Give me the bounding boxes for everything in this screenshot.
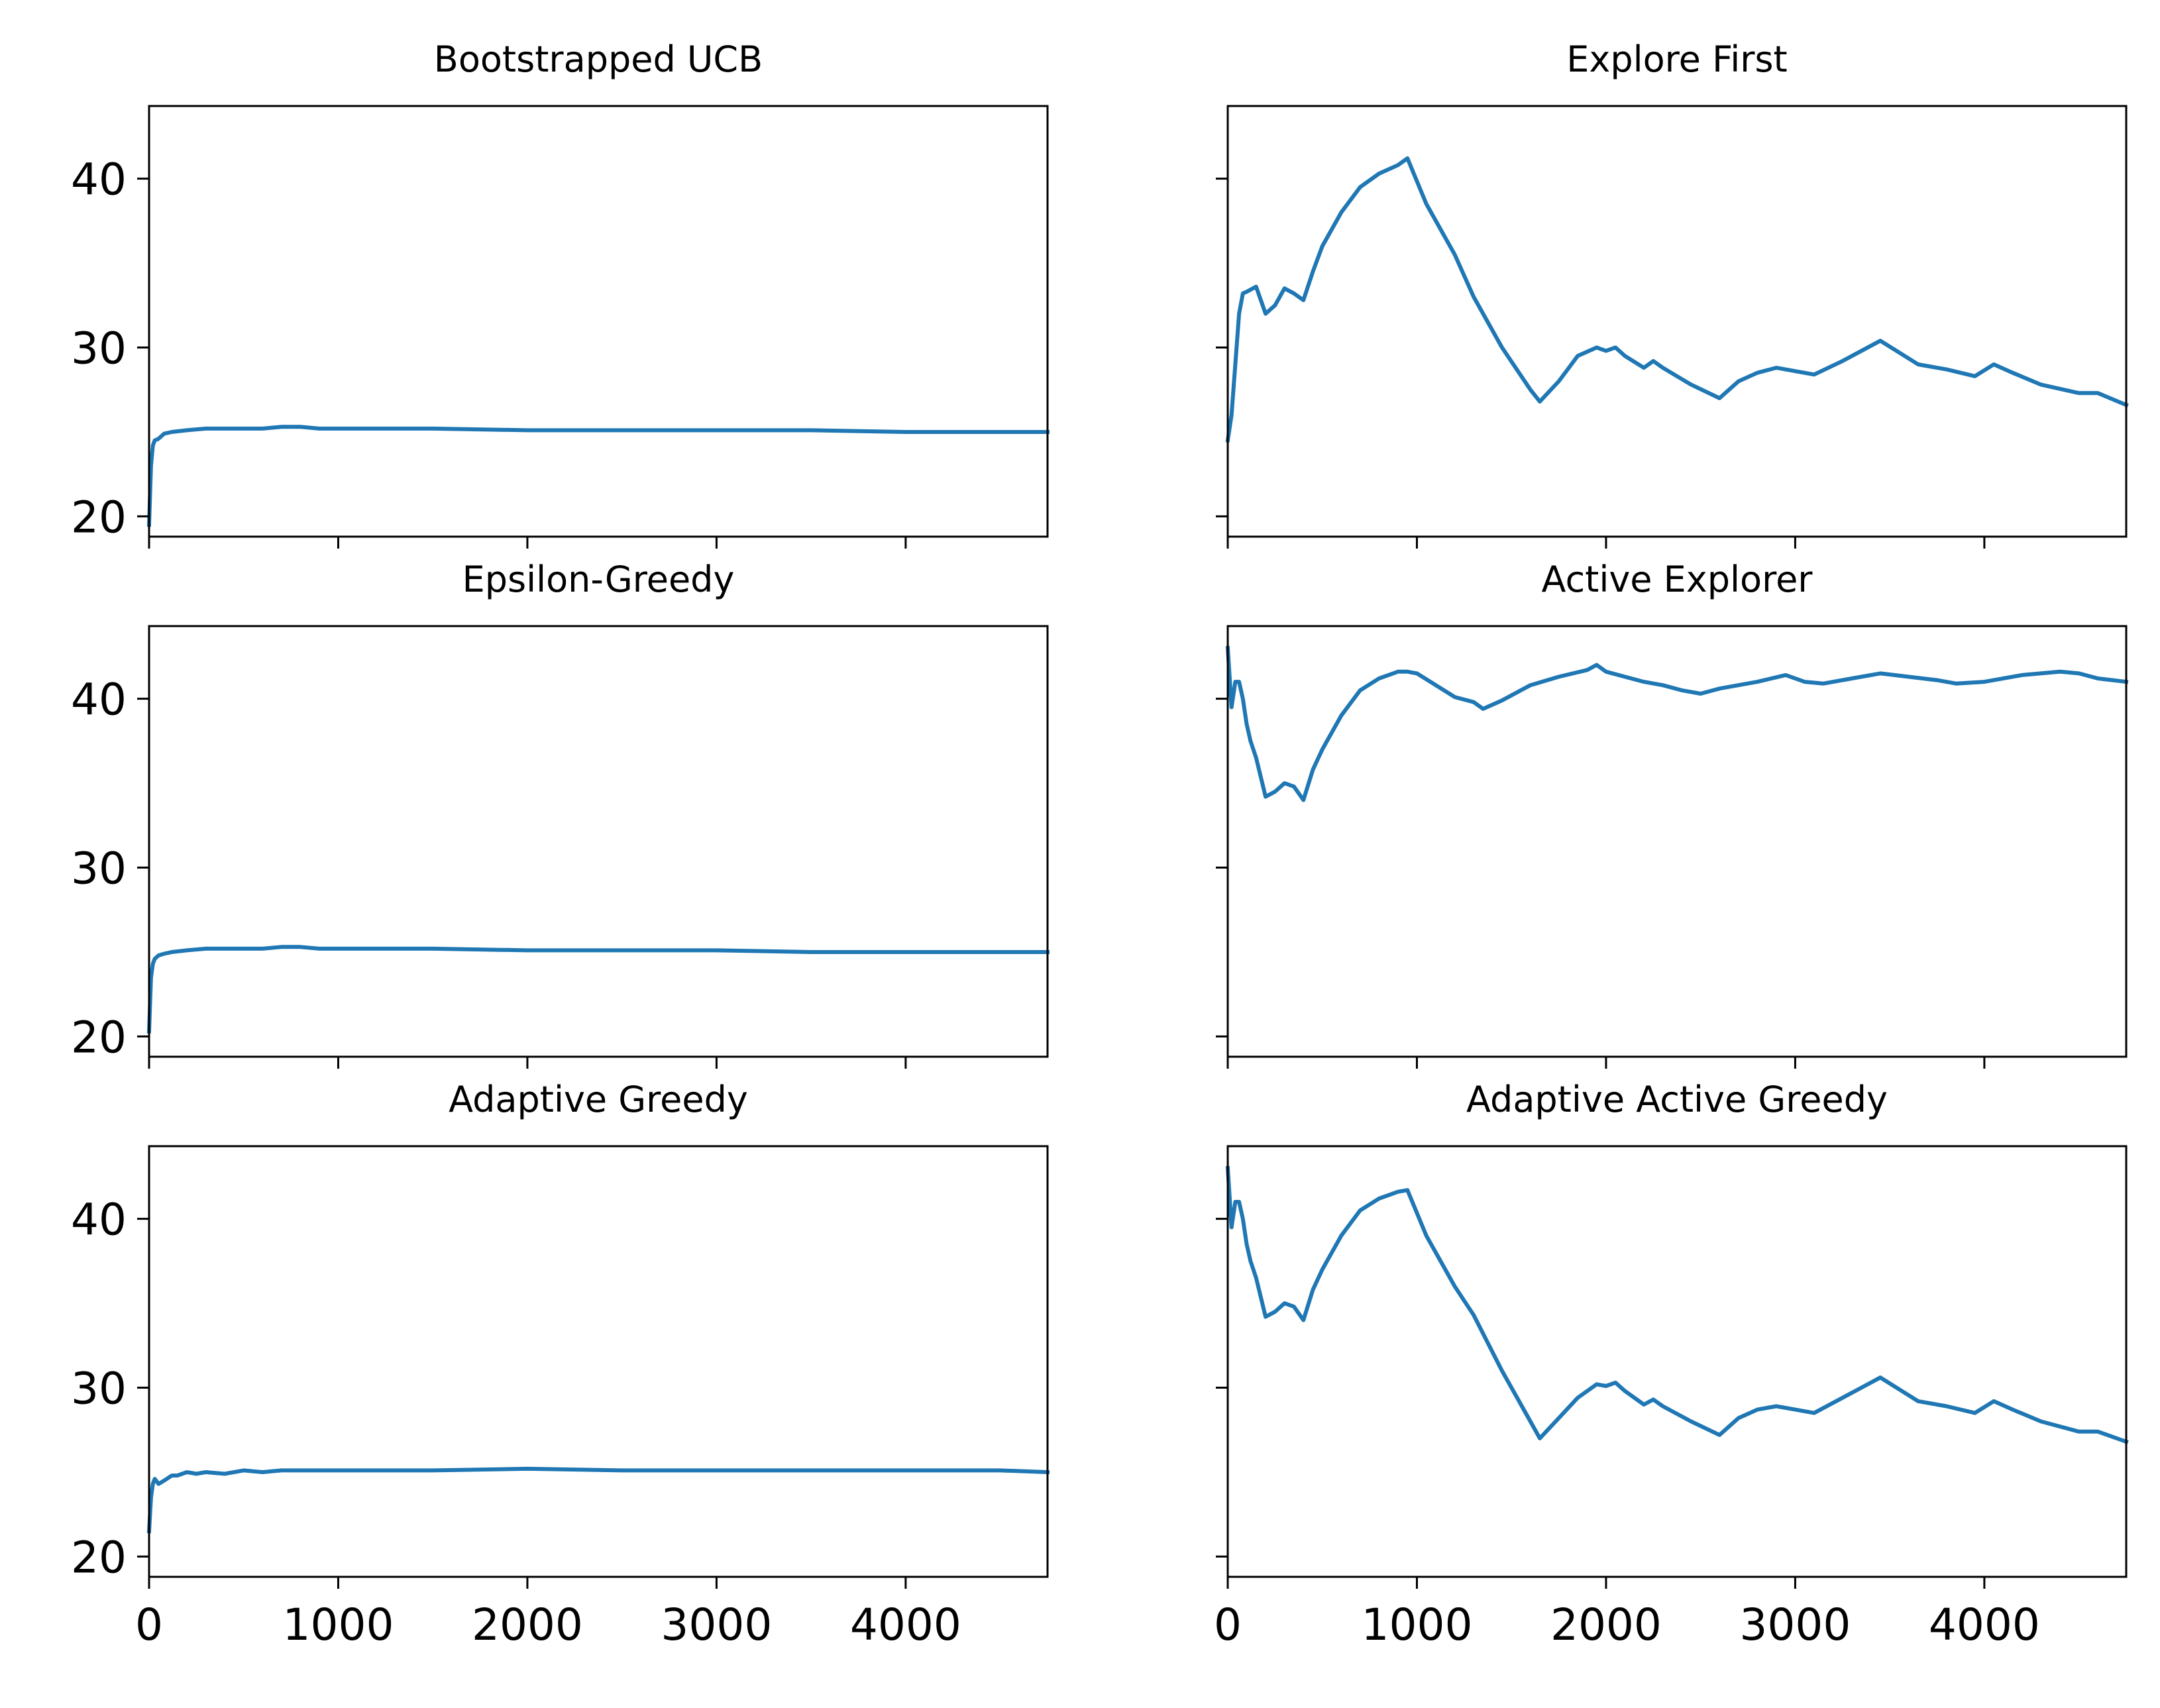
x-tick-label: 3000 bbox=[661, 1599, 772, 1650]
series-line bbox=[1225, 645, 2129, 802]
subplot-title: Adaptive Greedy bbox=[449, 1079, 748, 1120]
subplot-5: Adaptive Greedy 20 30 40 0 1000 2000 3000 4000 bbox=[71, 1079, 1050, 1650]
axes-frame bbox=[1226, 625, 2128, 1058]
x-tick-label: 4000 bbox=[1929, 1599, 2040, 1650]
axes-frame bbox=[1226, 1145, 2128, 1578]
y-tick-label: 30 bbox=[71, 323, 127, 374]
axes-frame bbox=[148, 105, 1049, 538]
subplot-title: Adaptive Active Greedy bbox=[1466, 1079, 1888, 1120]
series-line bbox=[1225, 1165, 2129, 1444]
y-tick-label: 40 bbox=[71, 1195, 127, 1246]
subplot-grid: Bootstrapped UCB 20 30 40 Explore First Epsil… bbox=[71, 38, 2129, 1650]
subplot-title: Epsilon-Greedy bbox=[462, 559, 735, 600]
subplot-title: Active Explorer bbox=[1541, 559, 1813, 600]
series-line bbox=[146, 945, 1050, 1034]
subplot-title: Bootstrapped UCB bbox=[434, 38, 763, 80]
subplot-6: Adaptive Active Greedy 0 1000 2000 3000 4000 bbox=[1214, 1079, 2129, 1650]
y-tick-label: 40 bbox=[71, 154, 127, 205]
y-tick-label: 40 bbox=[71, 674, 127, 725]
axes-frame bbox=[148, 1145, 1049, 1578]
y-tick-label: 30 bbox=[71, 843, 127, 894]
subplot-2: Explore First bbox=[1216, 38, 2129, 549]
x-tick-label: 2000 bbox=[472, 1599, 583, 1650]
x-tick-label: 0 bbox=[135, 1599, 163, 1650]
x-tick-label: 2000 bbox=[1550, 1599, 1662, 1650]
y-tick-label: 30 bbox=[71, 1363, 127, 1414]
axes-frame bbox=[148, 625, 1049, 1058]
x-tick-label: 4000 bbox=[850, 1599, 961, 1650]
subplot-4: Active Explorer bbox=[1216, 559, 2129, 1069]
subplot-1: Bootstrapped UCB 20 30 40 bbox=[71, 38, 1050, 549]
x-tick-label: 0 bbox=[1214, 1599, 1242, 1650]
series-line bbox=[146, 425, 1050, 527]
series-line bbox=[1225, 156, 2129, 443]
y-tick-label: 20 bbox=[71, 1012, 127, 1063]
x-tick-label: 1000 bbox=[1361, 1599, 1472, 1650]
series-line bbox=[146, 1466, 1050, 1534]
axes-frame bbox=[1226, 105, 2128, 538]
y-tick-label: 20 bbox=[71, 492, 127, 543]
x-tick-label: 3000 bbox=[1739, 1599, 1851, 1650]
subplot-title: Explore First bbox=[1566, 38, 1787, 80]
x-tick-label: 1000 bbox=[282, 1599, 394, 1650]
y-tick-label: 20 bbox=[71, 1532, 127, 1583]
subplot-3: Epsilon-Greedy 20 30 40 bbox=[71, 559, 1050, 1069]
